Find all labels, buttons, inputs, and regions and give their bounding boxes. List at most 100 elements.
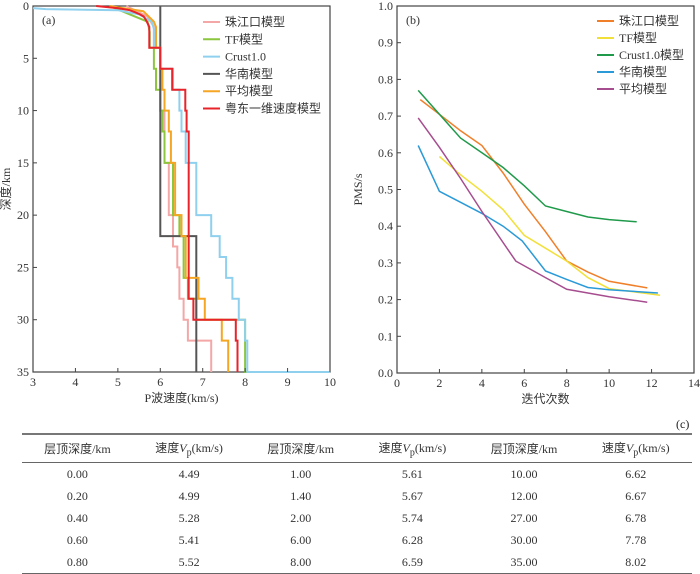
table-row: 0.40 5.28 2.00 5.74 27.00 6.78 <box>22 507 692 529</box>
a-x-tick-label: 6 <box>157 375 163 389</box>
b-x-tick-label: 4 <box>479 376 485 390</box>
header-depth-2: 层顶深度/km <box>245 434 357 463</box>
b-y-tick-label: 0.8 <box>378 72 393 86</box>
a-legend-label: Crust1.0 <box>225 50 266 64</box>
a-y-tick-label: 35 <box>17 365 29 379</box>
cell-velocity: 6.59 <box>401 554 423 569</box>
b-y-axis-label: PMS/s <box>351 173 365 205</box>
cell-depth: 30.00 <box>510 532 538 547</box>
a-legend-label: 珠江口模型 <box>225 15 285 29</box>
cell-velocity: 6.67 <box>625 488 647 503</box>
a-x-tick-label: 5 <box>115 375 121 389</box>
b-x-tick-label: 6 <box>521 376 527 390</box>
b-y-tick-label: 0.2 <box>378 293 393 307</box>
table-row: 0.80 5.52 8.00 6.59 35.00 8.02 <box>22 551 692 574</box>
a-panel-label: (a) <box>42 13 55 27</box>
cell-velocity: 4.99 <box>178 488 200 503</box>
cell-depth: 1.40 <box>290 488 312 503</box>
a-x-tick-label: 7 <box>200 375 206 389</box>
header-depth-1: 层顶深度/km <box>22 434 133 463</box>
cell-depth: 10.00 <box>510 466 538 481</box>
b-y-tick-label: 0.7 <box>378 109 393 123</box>
a-y-tick-label: 10 <box>17 104 29 118</box>
b-series-line-3 <box>417 145 658 294</box>
b-y-tick-label: 0.3 <box>378 256 393 270</box>
b-y-tick-label: 1.0 <box>378 0 393 13</box>
cell-velocity: 4.49 <box>178 466 200 481</box>
b-series-line-2 <box>417 89 637 223</box>
a-series-line-1 <box>109 5 330 373</box>
b-series-line-4 <box>417 117 648 303</box>
cell-velocity: 5.52 <box>178 554 200 569</box>
b-x-tick-label: 8 <box>564 376 570 390</box>
cell-velocity: 5.61 <box>401 466 423 481</box>
cell-depth: 0.80 <box>66 554 88 569</box>
header-velocity-1: 速度Vp(km/s) <box>132 434 246 463</box>
header-velocity-2: 速度Vp(km/s) <box>356 434 469 463</box>
b-legend-label: TF模型 <box>619 31 657 45</box>
b-legend-label: Crust1.0模型 <box>619 48 684 62</box>
b-series-line-0 <box>419 99 648 289</box>
a-y-tick-label: 15 <box>17 156 29 170</box>
cell-velocity: 5.41 <box>178 532 200 547</box>
a-y-tick-label: 30 <box>17 313 29 327</box>
a-x-tick-label: 4 <box>72 375 78 389</box>
a-legend-label: 平均模型 <box>225 84 273 98</box>
panel-label-c: (c) <box>676 417 690 431</box>
cell-velocity: 6.28 <box>401 532 423 547</box>
cell-depth: 0.00 <box>66 466 88 481</box>
b-legend-label: 珠江口模型 <box>619 14 679 28</box>
a-x-tick-label: 8 <box>242 375 248 389</box>
b-y-tick-label: 0.4 <box>378 219 393 233</box>
velocity-model-table: 层顶深度/km 速度Vp(km/s) 层顶深度/km 速度Vp(km/s) 层顶… <box>22 433 692 574</box>
b-panel-label: (b) <box>406 13 420 27</box>
cell-velocity: 8.02 <box>625 554 647 569</box>
b-x-tick-label: 14 <box>688 376 700 390</box>
cell-velocity: 7.78 <box>625 532 647 547</box>
charts-canvas: 3 4 5 6 7 8 9 10 0 5 10 15 20 25 30 35 P波速度(km/s) 深度/km (a… <box>0 0 700 406</box>
a-y-tick-label: 20 <box>17 208 29 222</box>
a-series-line-3 <box>159 6 198 372</box>
a-series-line-2 <box>32 7 330 373</box>
cell-depth: 6.00 <box>290 532 312 547</box>
cell-velocity: 5.67 <box>401 488 423 503</box>
a-series-line-5 <box>96 5 239 372</box>
a-legend-label: 华南模型 <box>225 66 273 81</box>
table-row: 0.20 4.99 1.40 5.67 12.00 6.67 <box>22 485 692 507</box>
a-y-axis-label: 深度/km <box>0 167 13 210</box>
a-x-tick-label: 3 <box>30 375 36 389</box>
b-y-tick-label: 0.6 <box>378 146 393 160</box>
cell-depth: 35.00 <box>510 554 538 569</box>
cell-depth: 2.00 <box>290 510 312 525</box>
cell-depth: 1.00 <box>290 466 312 481</box>
b-y-tick-label: 0.1 <box>378 329 393 343</box>
cell-depth: 8.00 <box>290 554 312 569</box>
table-row: 0.00 4.49 1.00 5.61 10.00 6.62 <box>22 463 692 486</box>
b-y-tick-label: 0.9 <box>378 36 393 50</box>
table-header-row: 层顶深度/km 速度Vp(km/s) 层顶深度/km 速度Vp(km/s) 层顶… <box>22 434 692 463</box>
a-x-tick-label: 9 <box>285 375 291 389</box>
cell-velocity: 5.28 <box>178 510 200 525</box>
a-series-line-0 <box>125 5 213 372</box>
cell-depth: 27.00 <box>510 510 538 525</box>
b-x-tick-label: 2 <box>436 376 442 390</box>
b-y-tick-label: 0.0 <box>378 366 393 380</box>
b-x-axis-label: 迭代次数 <box>521 391 569 406</box>
a-x-tick-label: 10 <box>324 375 336 389</box>
a-y-tick-label: 5 <box>23 51 29 65</box>
a-legend-label: 粤东一维速度模型 <box>225 101 321 116</box>
cell-depth: 0.20 <box>66 488 88 503</box>
a-plot-frame <box>32 5 331 373</box>
cell-depth: 0.60 <box>66 532 88 547</box>
cell-velocity: 6.78 <box>625 510 647 525</box>
b-y-tick-label: 0.5 <box>378 183 393 197</box>
a-y-tick-label: 0 <box>23 0 29 13</box>
b-x-tick-label: 12 <box>646 376 658 390</box>
b-legend-label: 平均模型 <box>619 82 667 96</box>
cell-velocity: 6.62 <box>625 466 647 481</box>
cell-depth: 12.00 <box>510 488 538 503</box>
table-row: 0.60 5.41 6.00 6.28 30.00 7.78 <box>22 529 692 551</box>
cell-depth: 0.40 <box>66 510 88 525</box>
a-y-tick-label: 25 <box>17 260 29 274</box>
a-x-axis-label: P波速度(km/s) <box>144 390 218 405</box>
